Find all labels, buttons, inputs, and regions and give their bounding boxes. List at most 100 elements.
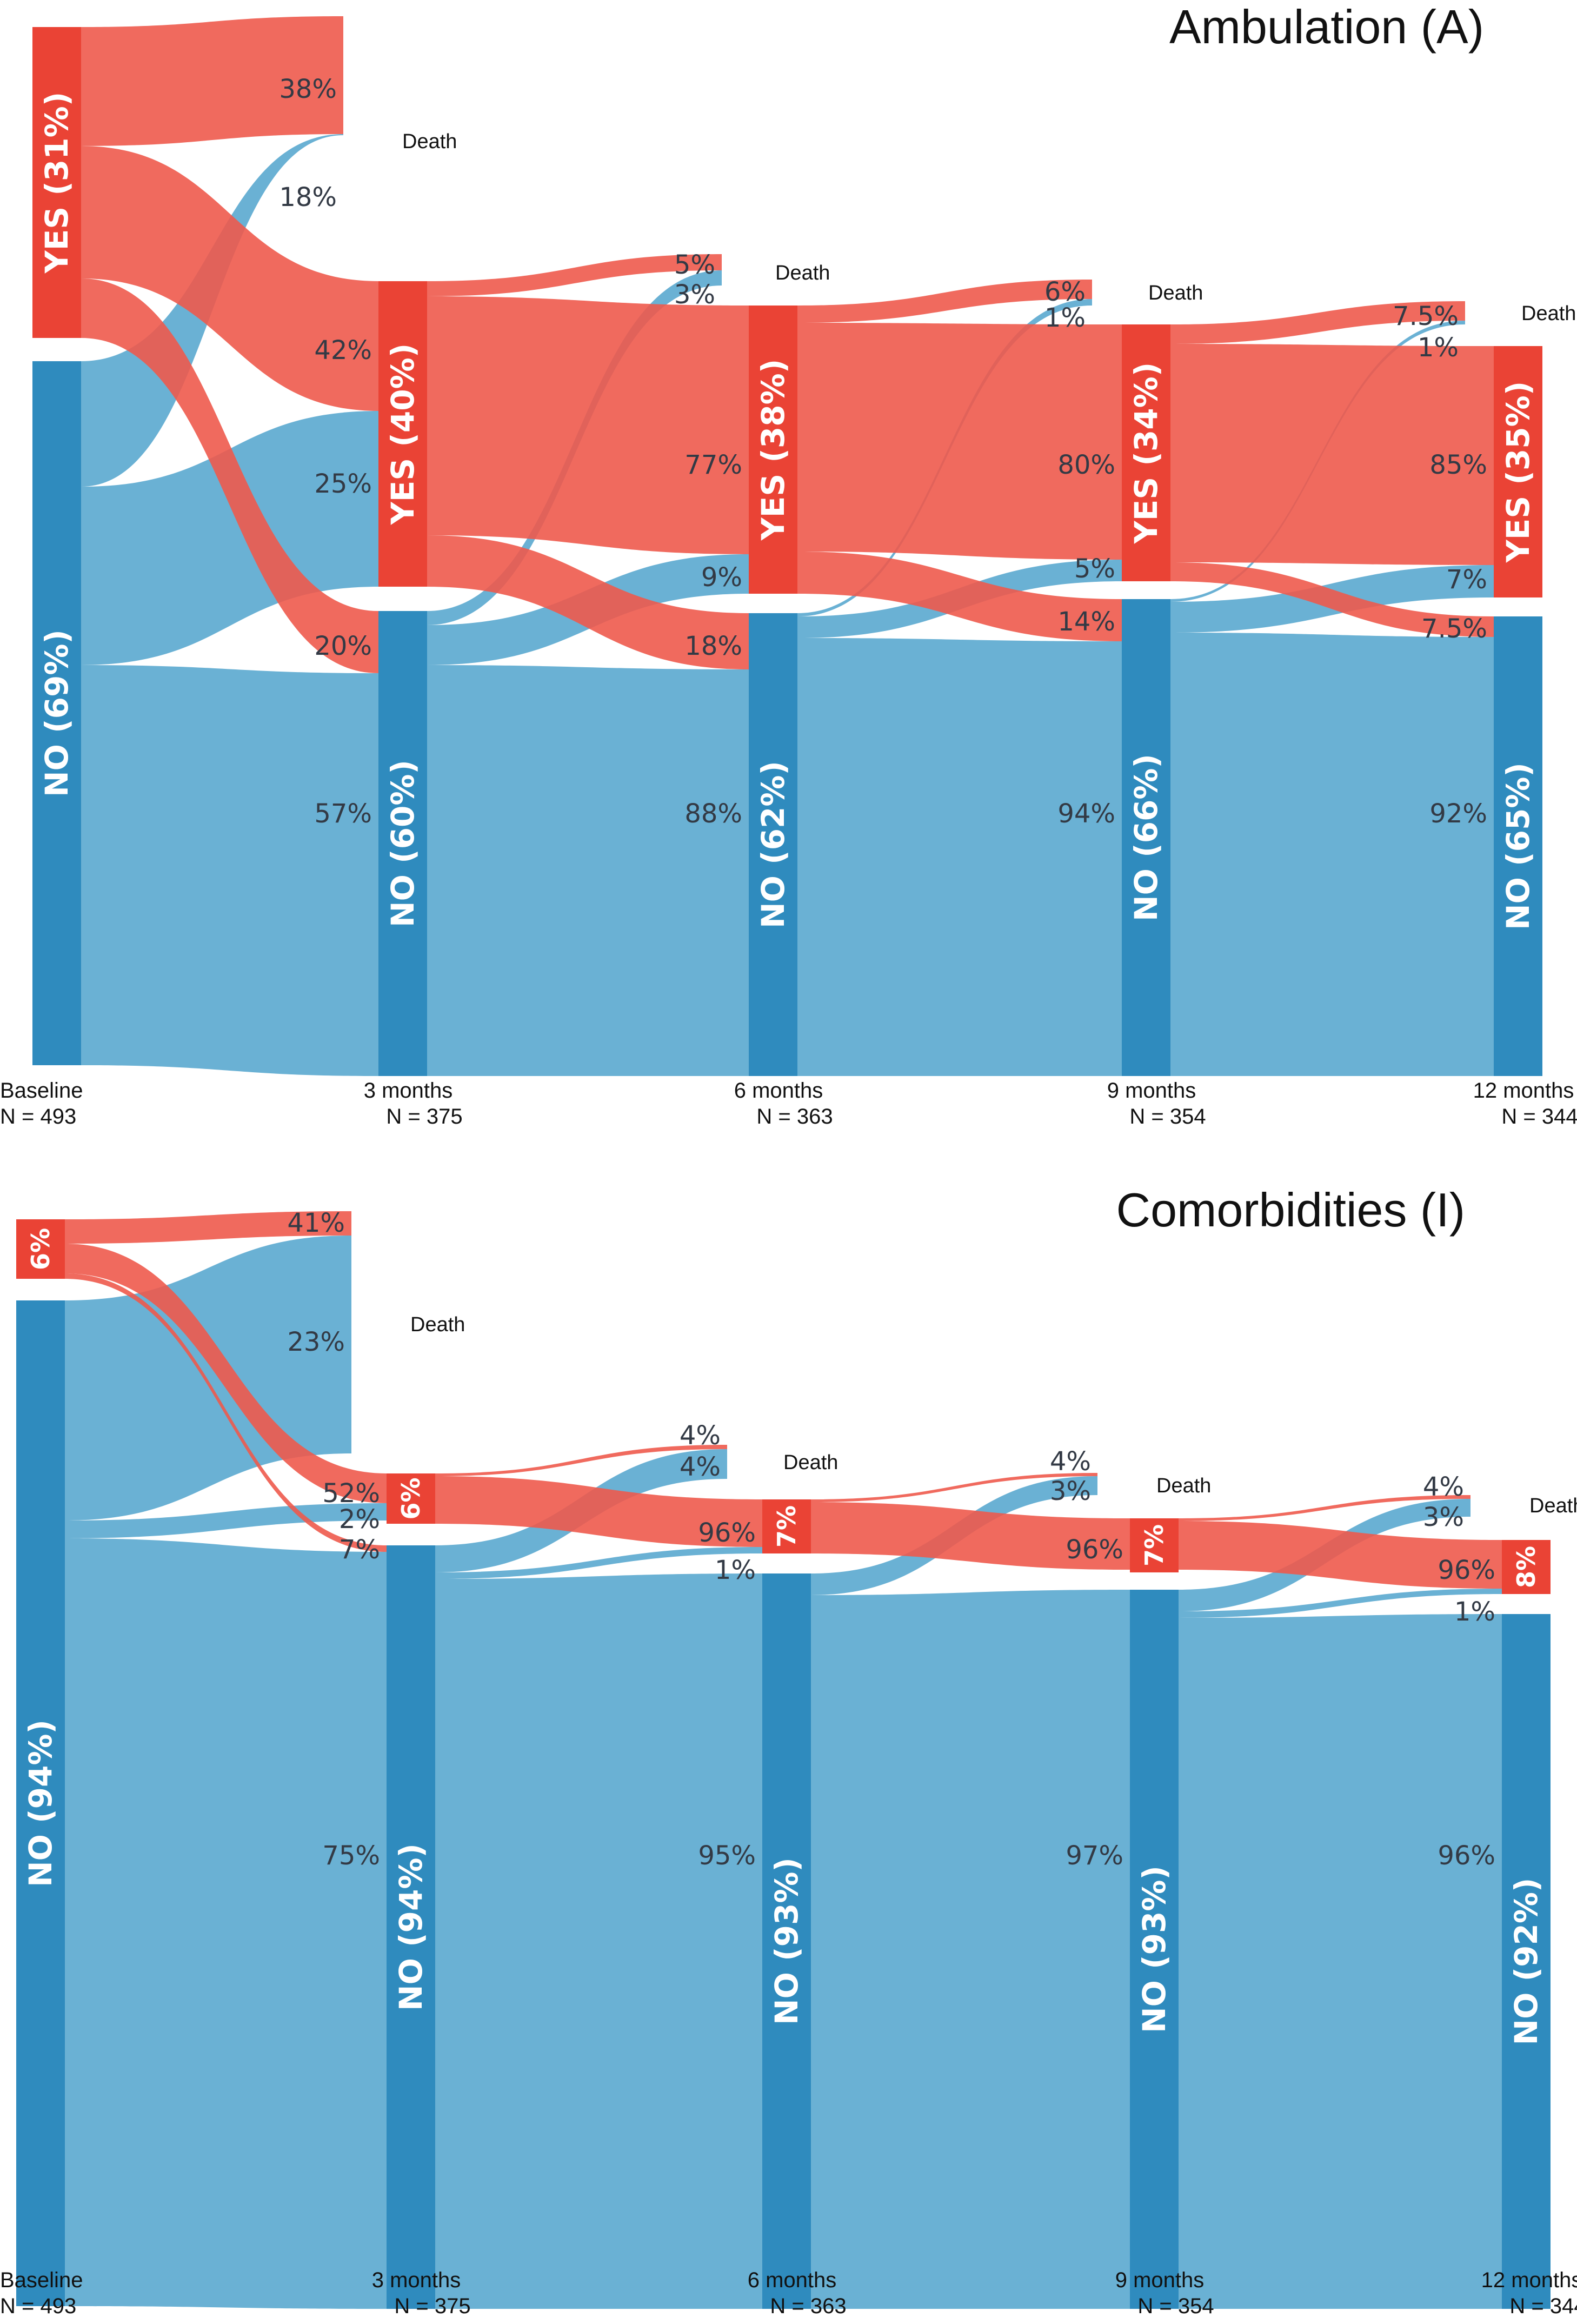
flow-band-yes-to-death [427, 254, 722, 296]
flow-layer [81, 16, 1494, 1076]
flow-pct-label: 1% [715, 1555, 756, 1585]
death-label: Death [783, 1451, 838, 1474]
node-label: NO (93%) [768, 1857, 805, 2025]
death-label: Death [410, 1313, 465, 1336]
flow-band-yes-to-no [797, 552, 1122, 641]
node-label: NO (94%) [392, 1843, 429, 2011]
node-no-stage-1 [387, 1545, 435, 2309]
flow-band-no-to-no [1179, 1614, 1502, 2309]
node-label: NO (66%) [1128, 754, 1165, 921]
node-label: NO (65%) [1500, 762, 1536, 930]
node-no-stage-2 [762, 1573, 811, 2309]
flow-band-yes-to-no [427, 535, 749, 669]
flow-band-yes-to-death [797, 280, 1092, 323]
flow-band-no-to-no [435, 1573, 762, 2309]
node-label: 6% [396, 1477, 425, 1519]
flow-band-no-to-no [65, 1538, 387, 2309]
flow-pct-label: 7.5% [1393, 301, 1459, 331]
flow-band-yes-to-no [1170, 562, 1494, 637]
flow-pct-label: 42% [314, 335, 372, 366]
node-no-stage-1 [378, 611, 427, 1076]
node-label: NO (69%) [38, 629, 75, 797]
flow-pct-label: 3% [1050, 1476, 1091, 1506]
flow-band-no-to-no [427, 665, 749, 1076]
flow-pct-label: 96% [1066, 1535, 1123, 1565]
comorbidities-panel: 41%23%52%2%7%75%4%4%96%1%95%4%3%96%97%4%… [0, 1183, 1577, 2318]
timepoint-n-label: N = 363 [756, 1105, 833, 1128]
flow-pct-label: 7% [339, 1535, 380, 1565]
node-no-stage-3 [1130, 1590, 1179, 2309]
timepoint-label: 3 months [372, 2268, 461, 2292]
node-label: 6% [26, 1228, 55, 1270]
flow-band-yes-to-death [81, 16, 343, 146]
node-label: NO (62%) [755, 761, 791, 928]
flow-pct-label: 97% [1066, 1841, 1123, 1871]
flow-pct-label: 14% [1057, 607, 1115, 637]
flow-pct-label: 94% [1057, 799, 1115, 829]
flow-band-yes-to-yes [427, 296, 749, 554]
node-no-stage-2 [749, 613, 797, 1076]
timepoint-n-label: N = 493 [0, 1105, 76, 1128]
flow-band-yes-to-no [81, 278, 378, 673]
node-no-stage-4 [1494, 616, 1542, 1076]
flow-pct-label: 57% [314, 799, 372, 829]
flow-band-yes-to-death [811, 1473, 1097, 1502]
flow-pct-label: 5% [674, 250, 715, 280]
flow-pct-label: 4% [680, 1420, 721, 1451]
flow-pct-label: 80% [1057, 450, 1115, 480]
node-label: YES (40%) [384, 343, 421, 525]
flow-pct-label: 41% [287, 1208, 345, 1238]
node-yes-stage-1 [378, 281, 427, 587]
node-label: 7% [772, 1505, 801, 1548]
node-label: NO (60%) [384, 760, 421, 927]
flow-pct-label: 92% [1429, 799, 1487, 829]
node-yes-stage-2 [749, 306, 797, 594]
flow-pct-label: 38% [279, 74, 337, 104]
flow-band-yes-to-no [65, 1273, 387, 1552]
timepoint-label: 9 months [1115, 2268, 1205, 2292]
flow-band-no-to-yes [435, 1547, 762, 1579]
flow-pct-label: 20% [314, 631, 372, 661]
flow-band-yes-to-yes [797, 323, 1122, 560]
node-yes-stage-3 [1122, 324, 1170, 581]
flow-band-yes-to-yes [435, 1476, 762, 1547]
timepoint-n-label: N = 375 [386, 1105, 462, 1128]
ambulation-panel: 38%18%42%25%20%57%5%3%77%9%18%88%6%1%80%… [0, 0, 1577, 1128]
timepoint-n-label: N = 354 [1137, 2294, 1214, 2318]
timepoint-n-label: N = 354 [1129, 1105, 1206, 1128]
timepoint-label: 12 months [1473, 1079, 1574, 1103]
node-no-stage-3 [1122, 599, 1170, 1076]
timepoint-n-label: N = 344 [1501, 1105, 1577, 1128]
death-label: Death [775, 262, 830, 284]
death-label: Death [1529, 1495, 1577, 1517]
flow-band-yes-to-yes [1170, 344, 1494, 565]
node-yes-stage-1 [387, 1473, 435, 1524]
flow-pct-label: 5% [1074, 554, 1115, 584]
timepoint-label: Baseline [0, 1079, 83, 1103]
death-label: Death [402, 130, 457, 153]
node-label: 7% [1140, 1524, 1169, 1566]
death-label: Death [1148, 282, 1203, 304]
timepoint-label: 6 months [734, 1079, 823, 1103]
node-label: NO (94%) [22, 1719, 59, 1887]
flow-band-no-to-yes [1179, 1589, 1502, 1618]
node-label: YES (31%) [38, 92, 75, 274]
flow-pct-label: 18% [279, 182, 337, 213]
flow-band-yes-to-death [1179, 1495, 1470, 1521]
flow-band-yes-to-yes [65, 1244, 387, 1503]
flow-pct-label: 95% [698, 1841, 756, 1871]
node-yes-stage-0 [32, 27, 81, 338]
flow-pct-label: 77% [684, 450, 742, 480]
node-no-stage-0 [16, 1300, 65, 2306]
death-label: Death [1521, 302, 1576, 325]
flow-pct-label: 52% [322, 1478, 380, 1509]
flow-pct-label: 96% [1438, 1555, 1495, 1585]
timepoint-n-label: N = 363 [770, 2294, 846, 2318]
flow-pct-label: 4% [680, 1452, 721, 1482]
node-label: YES (34%) [1128, 362, 1165, 544]
node-label: 8% [1512, 1546, 1541, 1588]
node-layer [16, 1219, 1551, 2309]
timepoint-label: Baseline [0, 2268, 83, 2292]
flow-band-yes-to-death [65, 1211, 351, 1244]
flow-pct-label: 96% [698, 1518, 756, 1548]
